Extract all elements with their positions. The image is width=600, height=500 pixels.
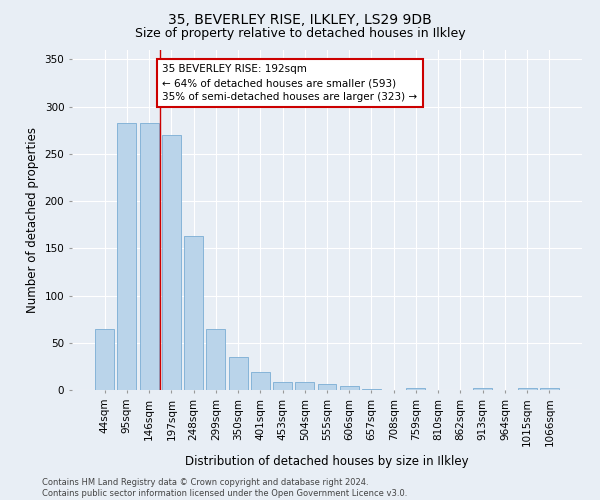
X-axis label: Distribution of detached houses by size in Ilkley: Distribution of detached houses by size … [185, 454, 469, 468]
Bar [518, 388, 536, 390]
Bar [362, 389, 381, 390]
Bar [184, 236, 203, 390]
Bar [273, 382, 292, 390]
Text: Size of property relative to detached houses in Ilkley: Size of property relative to detached ho… [134, 28, 466, 40]
Text: 35, BEVERLEY RISE, ILKLEY, LS29 9DB: 35, BEVERLEY RISE, ILKLEY, LS29 9DB [168, 12, 432, 26]
Bar [229, 357, 248, 390]
Bar [340, 386, 359, 390]
Bar [251, 372, 270, 390]
Bar [406, 388, 425, 390]
Bar [140, 122, 158, 390]
Bar [317, 384, 337, 390]
Bar [206, 328, 225, 390]
Bar [162, 135, 181, 390]
Bar [95, 328, 114, 390]
Bar [118, 122, 136, 390]
Text: 35 BEVERLEY RISE: 192sqm
← 64% of detached houses are smaller (593)
35% of semi-: 35 BEVERLEY RISE: 192sqm ← 64% of detach… [163, 64, 418, 102]
Text: Contains HM Land Registry data © Crown copyright and database right 2024.
Contai: Contains HM Land Registry data © Crown c… [42, 478, 407, 498]
Y-axis label: Number of detached properties: Number of detached properties [26, 127, 39, 313]
Bar [295, 382, 314, 390]
Bar [473, 388, 492, 390]
Bar [540, 388, 559, 390]
